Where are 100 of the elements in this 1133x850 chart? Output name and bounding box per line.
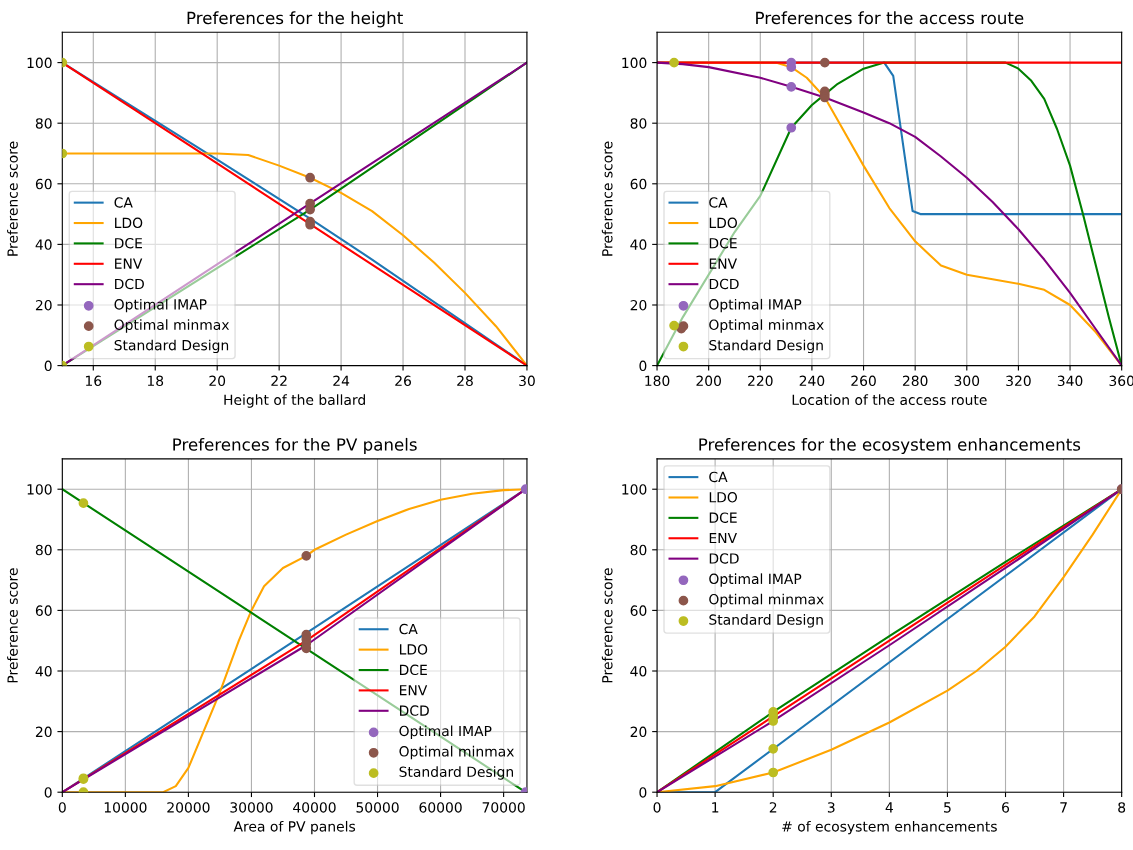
- x-tick-label: 22: [271, 375, 287, 386]
- legend-label: ENV: [709, 533, 737, 544]
- y-tick-label: 60: [630, 605, 647, 616]
- y-tick-label: 80: [630, 544, 647, 556]
- x-tick-label: 240: [799, 375, 825, 387]
- legend-label: DCE: [709, 512, 737, 523]
- y-tick-label: 60: [630, 178, 647, 190]
- x-tick-label: 7: [1060, 802, 1067, 813]
- legend-label: Standard Design: [114, 339, 229, 354]
- legend-label: Optimal IMAP: [709, 298, 802, 313]
- x-tick-label: 30: [519, 375, 535, 387]
- legend-label: Optimal IMAP: [114, 298, 207, 313]
- x-tick-label: 4: [885, 802, 893, 813]
- legend-label: DCD: [709, 278, 739, 290]
- y-tick-label: 100: [27, 484, 52, 495]
- x-tick-label: 60000: [419, 802, 462, 813]
- x-tick-label: 340: [1057, 375, 1083, 387]
- legend-label: LDO: [709, 217, 738, 229]
- y-tick-label: 20: [630, 299, 647, 311]
- x-tick-label: 3: [827, 802, 835, 813]
- chart-title: Preferences for the ecosystem enhancements: [699, 437, 1081, 455]
- chart-title: Preferences for the PV panels: [173, 437, 417, 455]
- x-tick-label: 320: [1006, 375, 1031, 387]
- legend-label: LDO: [399, 644, 428, 655]
- x-tick-label: 40000: [293, 802, 336, 813]
- legend-label: Standard Design: [709, 339, 823, 354]
- x-axis-title: Height of the ballard: [224, 394, 365, 408]
- y-tick-label: 0: [639, 360, 647, 372]
- x-tick-label: 200: [696, 375, 721, 387]
- legend-label: ENV: [709, 258, 737, 269]
- x-tick-label: 10000: [104, 802, 147, 813]
- x-tick-label: 1: [712, 802, 719, 813]
- y-tick-label: 100: [622, 484, 647, 495]
- y-axis-title: Preference score: [601, 141, 613, 256]
- chart-title: Preferences for the height: [187, 11, 403, 28]
- legend-label: Optimal minmax: [709, 319, 824, 333]
- x-tick-label: 30000: [230, 802, 273, 813]
- legend-label: DCE: [399, 664, 427, 676]
- x-tick-label: 50000: [356, 802, 399, 813]
- legend-label: ENV: [115, 258, 143, 269]
- y-tick-label: 40: [35, 665, 52, 677]
- x-tick-label: 5: [944, 802, 951, 813]
- legend-label: CA: [114, 197, 133, 208]
- legend-label: DCD: [709, 553, 739, 564]
- y-tick-label: 0: [44, 360, 52, 372]
- x-tick-label: 70000: [482, 802, 525, 813]
- legend-label: DCD: [115, 278, 144, 290]
- legend-label: Optimal IMAP: [399, 725, 492, 739]
- y-tick-label: 40: [35, 239, 52, 250]
- x-tick-label: 8: [1118, 802, 1126, 813]
- legend-label: ENV: [399, 685, 428, 696]
- x-tick-label: 260: [851, 375, 876, 387]
- y-tick-label: 40: [630, 665, 647, 677]
- y-tick-label: 60: [35, 178, 52, 190]
- y-axis-title: Preference score: [601, 568, 613, 683]
- y-axis-title: Preference score: [7, 141, 18, 256]
- legend-label: DCE: [115, 237, 142, 249]
- x-tick-label: 0: [58, 802, 66, 813]
- legend-label: CA: [709, 197, 728, 208]
- y-tick-label: 40: [630, 239, 647, 250]
- legend-label: DCE: [709, 237, 737, 249]
- legend-label: Optimal IMAP: [709, 573, 802, 587]
- x-axis-title: Area of PV panels: [233, 820, 356, 835]
- y-tick-label: 20: [35, 299, 52, 311]
- x-tick-label: 28: [457, 375, 473, 387]
- x-tick-label: 300: [954, 375, 980, 387]
- y-tick-label: 80: [35, 118, 52, 129]
- legend-label: DCD: [399, 705, 429, 716]
- chart-title: Preferences for the access route: [756, 11, 1024, 25]
- x-tick-label: 18: [147, 375, 164, 387]
- legend-label: LDO: [709, 492, 738, 503]
- y-tick-label: 0: [44, 787, 52, 798]
- legend-label: LDO: [115, 217, 143, 229]
- legend-label: CA: [399, 623, 418, 635]
- x-tick-label: 26: [395, 375, 412, 387]
- y-tick-label: 0: [639, 787, 647, 798]
- y-tick-label: 100: [27, 57, 52, 69]
- y-tick-label: 60: [35, 605, 52, 616]
- x-axis-title: Location of the access route: [792, 394, 987, 406]
- x-tick-label: 0: [653, 802, 661, 813]
- x-axis-title: # of ecosystem enhancements: [782, 820, 997, 835]
- x-tick-label: 24: [333, 375, 350, 386]
- y-tick-label: 100: [622, 57, 647, 69]
- x-tick-label: 16: [85, 375, 102, 387]
- legend-label: Optimal minmax: [399, 745, 514, 760]
- x-tick-label: 220: [748, 375, 773, 387]
- y-tick-label: 80: [35, 544, 52, 556]
- x-tick-label: 2: [769, 802, 777, 813]
- y-axis-title: Preference score: [7, 568, 18, 683]
- legend-label: Optimal minmax: [709, 593, 824, 608]
- y-tick-label: 80: [630, 118, 647, 129]
- x-tick-label: 180: [645, 375, 670, 387]
- y-tick-label: 20: [630, 726, 647, 738]
- x-tick-label: 20: [209, 375, 226, 387]
- y-tick-label: 20: [35, 726, 52, 738]
- legend-label: Optimal minmax: [114, 319, 230, 333]
- legend-label: CA: [709, 471, 728, 483]
- x-tick-label: 6: [1002, 802, 1010, 813]
- legend-label: Standard Design: [399, 766, 513, 780]
- legend-label: Standard Design: [709, 614, 823, 628]
